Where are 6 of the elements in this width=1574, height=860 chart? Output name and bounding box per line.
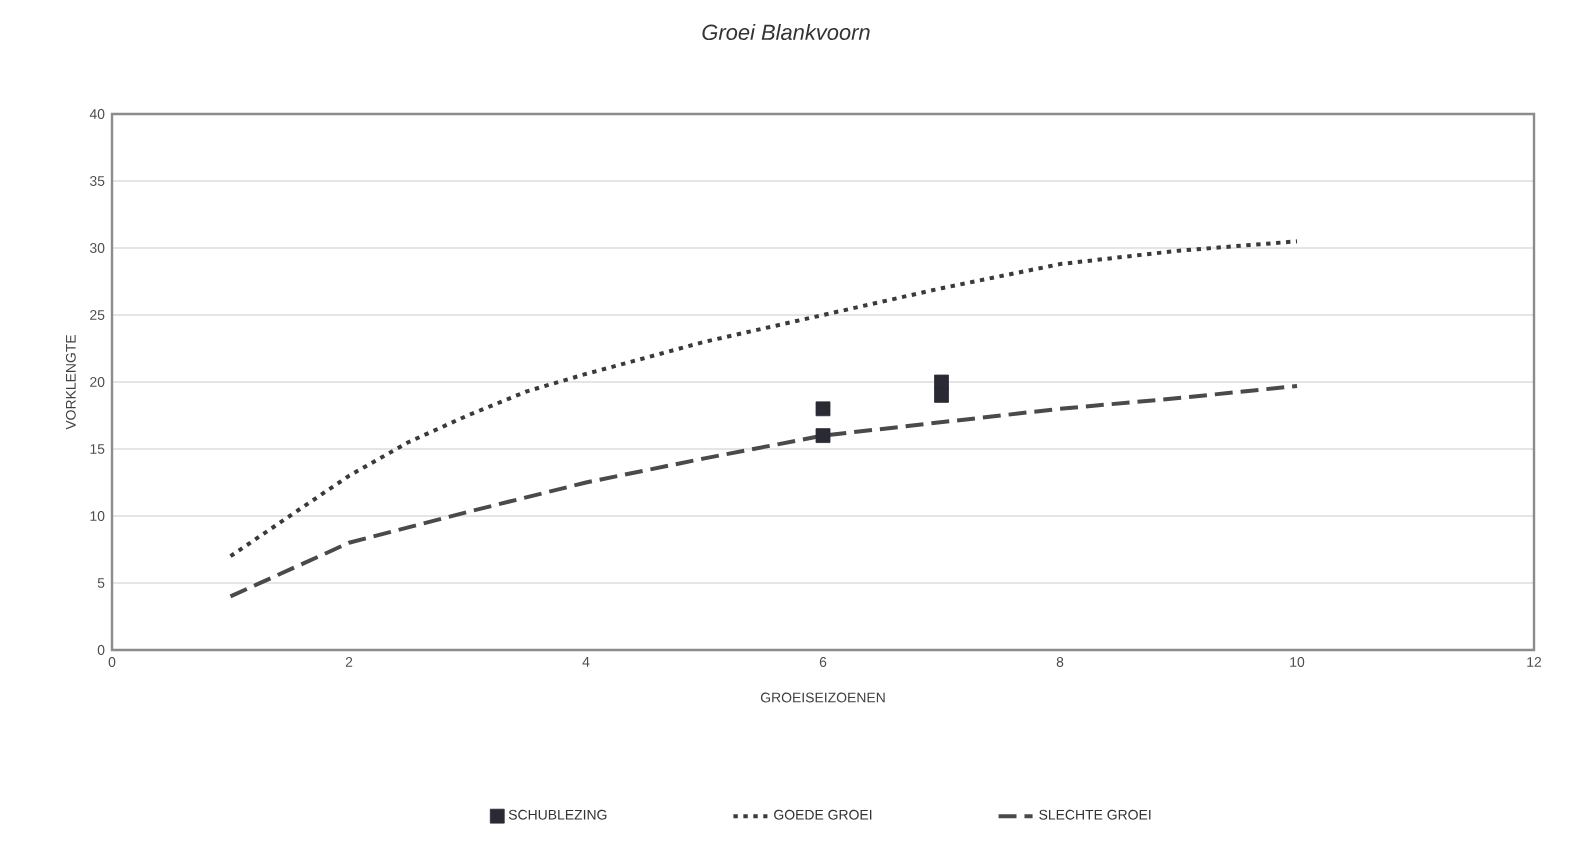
point (934, 388, 949, 403)
point (815, 401, 831, 417)
line-series (228, 239, 1300, 559)
chart-title: Groei Blankvoorn (702, 23, 870, 41)
point (815, 428, 831, 443)
point (934, 374, 949, 390)
